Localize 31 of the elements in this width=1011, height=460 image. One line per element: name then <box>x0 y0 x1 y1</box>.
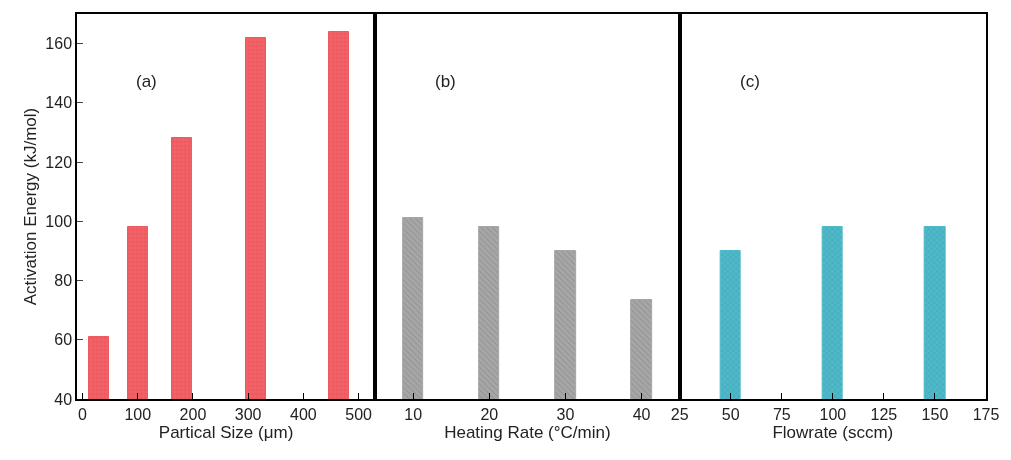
x-tick-label: 50 <box>721 405 740 423</box>
y-tick-label: 140 <box>45 94 73 112</box>
x-tick-label: 300 <box>234 405 262 423</box>
y-tick-label: 100 <box>45 212 73 230</box>
x-axis-title: Heating Rate (°C/min) <box>444 422 611 442</box>
x-axis-title: Flowrate (sccm) <box>772 422 894 442</box>
x-tick-label: 125 <box>870 405 898 423</box>
x-tick-label: 100 <box>124 405 152 423</box>
annotation: (a) <box>136 72 157 91</box>
x-tick-label: 100 <box>819 405 847 423</box>
x-tick-label: 400 <box>290 405 317 423</box>
x-tick-label: 175 <box>972 405 1000 423</box>
x-tick-label: 200 <box>179 405 207 423</box>
x-tick-label: 150 <box>921 405 949 423</box>
y-tick-label: 60 <box>54 331 73 349</box>
y-tick-label: 40 <box>54 390 73 408</box>
annotation: (b) <box>435 72 456 91</box>
x-tick-label: 30 <box>556 405 575 423</box>
x-tick-label: 75 <box>772 405 791 423</box>
x-tick-label: 40 <box>632 405 651 423</box>
x-tick-label: 500 <box>345 405 373 423</box>
annotation: (c) <box>740 72 760 91</box>
x-tick-label: 20 <box>480 405 499 423</box>
x-tick-label: 0 <box>78 405 88 423</box>
x-tick-label: 10 <box>404 405 423 423</box>
x-tick-label: 25 <box>670 405 689 423</box>
y-tick-label: 120 <box>45 153 73 171</box>
y-tick-label: 160 <box>45 35 73 53</box>
y-axis-title: Activation Energy (kJ/mol) <box>21 107 41 306</box>
x-axis-title: Partical Size (μm) <box>158 422 294 442</box>
y-tick-label: 80 <box>54 272 73 290</box>
